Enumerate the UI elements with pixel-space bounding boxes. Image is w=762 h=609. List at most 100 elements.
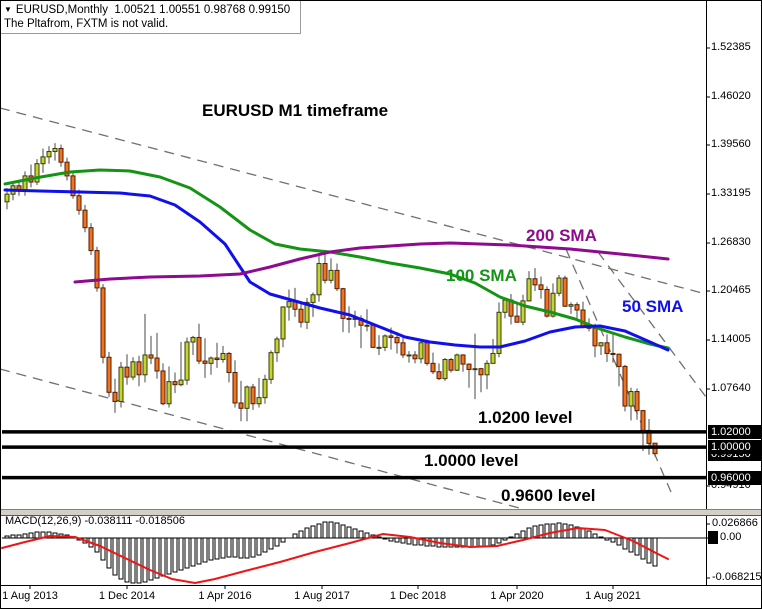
- macd-histogram-bar: [328, 521, 334, 539]
- chart-dropdown-icon[interactable]: ▼: [4, 5, 12, 14]
- candle-body: [4, 193, 10, 203]
- price-axis-label: 1.46020: [711, 90, 751, 102]
- macd-histogram-bar: [184, 537, 190, 569]
- candle-body: [286, 301, 292, 308]
- candle-body: [22, 175, 28, 192]
- candle-body: [520, 300, 526, 323]
- macd-histogram-bar: [136, 537, 142, 584]
- price-axis-label: 1.07640: [711, 382, 751, 394]
- price-axis-label: 1.26830: [711, 236, 751, 248]
- candle-body: [190, 336, 196, 343]
- candle-body: [46, 151, 52, 158]
- macd-histogram-bar: [298, 530, 304, 539]
- macd-histogram-bar: [166, 537, 172, 575]
- macd-histogram-bar: [250, 537, 256, 558]
- candle-body: [160, 370, 166, 405]
- candle-body: [406, 354, 412, 357]
- time-axis-label: 1 Dec 2014: [98, 590, 156, 602]
- chart-symbol-period: EURUSD,Monthly: [15, 4, 108, 16]
- chart-header-line: ▼ EURUSD,Monthly 1.00521 1.00551 0.98768 …: [4, 3, 300, 17]
- candle-body: [574, 304, 580, 311]
- candle-body: [70, 175, 76, 197]
- macd-histogram-bar: [580, 528, 586, 539]
- candle-body: [496, 311, 502, 354]
- candle-body: [514, 315, 520, 323]
- price-axis-separator[interactable]: [706, 0, 707, 586]
- sma200-label: 200 SMA: [526, 226, 597, 245]
- macd-histogram-bar: [118, 537, 124, 580]
- macd-histogram-bar: [142, 537, 148, 583]
- candle-body: [226, 352, 232, 373]
- candle-body: [382, 335, 388, 348]
- macd-histogram-bar: [292, 533, 298, 539]
- candle-body: [634, 391, 640, 412]
- time-axis-line: [0, 585, 762, 586]
- macd-histogram-bar: [508, 536, 514, 539]
- candle-body: [622, 365, 628, 407]
- price-axis-label: 1.20465: [711, 284, 751, 296]
- sma-50-line: [3, 188, 670, 352]
- candle-body: [640, 410, 646, 431]
- macd-histogram-bar: [496, 537, 502, 544]
- candle-body: [400, 342, 406, 356]
- candle-body: [76, 195, 82, 211]
- candle-body: [394, 336, 400, 344]
- candle-body: [616, 353, 622, 367]
- time-axis-label: 1 Aug 2013: [2, 590, 58, 602]
- time-axis-label: 1 Apr 2016: [198, 590, 252, 602]
- panel-splitter[interactable]: [0, 509, 762, 516]
- sma50-label: 50 SMA: [622, 297, 684, 316]
- macd-histogram-bar: [226, 537, 232, 558]
- candle-body: [304, 301, 310, 323]
- macd-histogram-bar: [574, 526, 580, 539]
- macd-current-value-box: [708, 531, 718, 544]
- candle-body: [478, 368, 484, 376]
- level-1-0200-label: 1.0200 level: [478, 408, 573, 427]
- candle-body: [94, 250, 100, 289]
- candle-body: [112, 391, 118, 402]
- candle-body: [628, 391, 634, 407]
- macd-histogram-bar: [490, 537, 496, 546]
- candle-body: [250, 386, 256, 405]
- macd-histogram-bar: [238, 537, 244, 559]
- trendline-dashed: [0, 368, 524, 510]
- macd-histogram-bar: [376, 536, 382, 539]
- macd-histogram-bar: [178, 537, 184, 571]
- candle-body: [202, 360, 208, 364]
- macd-histogram-bar: [172, 537, 178, 573]
- candle-body: [148, 354, 154, 359]
- candle-body: [178, 379, 184, 386]
- candle-body: [262, 378, 268, 399]
- candle-body: [556, 277, 562, 294]
- candle-body: [424, 342, 430, 364]
- macd-histogram-bar: [472, 537, 478, 548]
- macd-histogram-bar: [382, 537, 388, 540]
- price-axis-label: 1.52385: [711, 41, 751, 53]
- macd-histogram-bar: [256, 537, 262, 556]
- macd-histogram-bar: [616, 537, 622, 546]
- macd-histogram-bar: [484, 537, 490, 547]
- candle-body: [106, 356, 112, 393]
- candle-body: [466, 363, 472, 370]
- candle-body: [64, 161, 70, 177]
- candle-body: [484, 362, 490, 376]
- price-axis-label: 1.14005: [711, 333, 751, 345]
- macd-histogram-bar: [352, 528, 358, 539]
- macd-histogram-bar: [454, 537, 460, 548]
- candle-body: [244, 386, 250, 409]
- candle-body: [214, 357, 220, 361]
- macd-histogram-bar: [220, 537, 226, 559]
- candle-body: [184, 341, 190, 381]
- candle-body: [88, 227, 94, 252]
- price-axis-label: 1.39560: [711, 138, 751, 150]
- candle-body: [280, 306, 286, 340]
- candle-body: [172, 381, 178, 386]
- macd-histogram-bar: [610, 537, 616, 543]
- macd-histogram-bar: [34, 531, 40, 539]
- candle-body: [442, 359, 448, 380]
- macd-histogram-bar: [418, 537, 424, 546]
- candle-body: [334, 269, 340, 290]
- macd-histogram-bar: [160, 537, 166, 577]
